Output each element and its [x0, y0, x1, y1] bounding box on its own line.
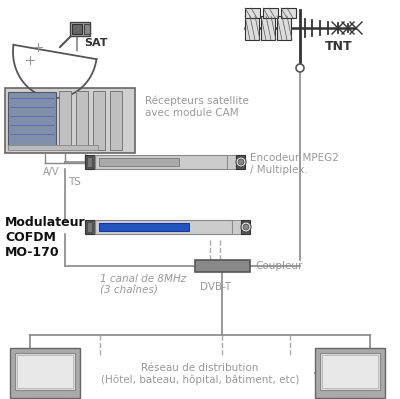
Bar — [85, 155, 95, 169]
Bar — [245, 8, 260, 18]
Bar — [5, 88, 135, 153]
Text: Encodeur MPEG2
/ Multiplex.: Encodeur MPEG2 / Multiplex. — [250, 153, 339, 175]
Bar — [232, 220, 241, 234]
Bar — [8, 145, 98, 150]
Bar — [85, 220, 95, 234]
Text: Réseau de distribution
(Hôtel, bateau, hôpital, bâtiment, etc): Réseau de distribution (Hôtel, bateau, h… — [101, 363, 299, 385]
Bar — [245, 16, 259, 40]
Bar — [99, 223, 189, 231]
Bar — [87, 157, 92, 167]
Bar — [84, 24, 90, 34]
Bar — [76, 91, 88, 150]
Bar — [95, 220, 232, 234]
Circle shape — [241, 222, 251, 232]
Text: SAT: SAT — [84, 38, 108, 48]
Circle shape — [238, 159, 244, 165]
Bar — [315, 348, 385, 398]
Bar — [263, 8, 278, 18]
Circle shape — [236, 157, 246, 167]
Polygon shape — [13, 45, 96, 98]
Bar — [236, 155, 245, 169]
Bar — [261, 16, 275, 40]
Bar — [17, 355, 73, 388]
Bar — [72, 24, 82, 34]
Text: 1 canal de 8MHz
(3 chaînes): 1 canal de 8MHz (3 chaînes) — [100, 274, 186, 296]
Text: A/V: A/V — [43, 167, 60, 177]
Bar — [70, 22, 90, 36]
Bar — [195, 260, 250, 272]
Text: Modulateur
COFDM
MO-170: Modulateur COFDM MO-170 — [5, 216, 86, 259]
Bar — [277, 16, 291, 40]
Bar — [241, 220, 250, 234]
Bar — [8, 92, 56, 149]
Bar — [93, 91, 105, 150]
Bar — [30, 398, 60, 399]
Bar — [10, 348, 80, 398]
Bar — [227, 155, 236, 169]
Bar — [87, 222, 92, 232]
Text: TS: TS — [68, 177, 81, 187]
Bar — [320, 353, 380, 390]
Bar — [15, 353, 75, 390]
Text: DVB-T: DVB-T — [200, 282, 231, 292]
Bar — [59, 91, 71, 150]
Circle shape — [296, 64, 304, 72]
Text: TNT: TNT — [325, 40, 353, 53]
Bar — [281, 8, 296, 18]
Bar — [95, 155, 227, 169]
Text: Coupleur: Coupleur — [255, 261, 302, 271]
Bar — [322, 355, 378, 388]
Circle shape — [243, 224, 249, 230]
Bar — [110, 91, 122, 150]
Bar — [335, 398, 365, 399]
Bar — [99, 158, 179, 166]
Text: Récepteurs satellite
avec module CAM: Récepteurs satellite avec module CAM — [145, 96, 249, 118]
